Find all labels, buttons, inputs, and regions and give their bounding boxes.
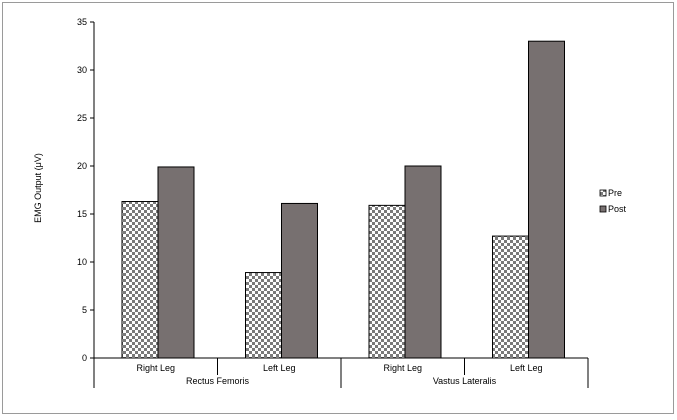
x-axis-labels: Right Leg Left Leg Right Leg Left Leg Rectus…: [136, 363, 542, 386]
bar-pre-2: [368, 204, 406, 359]
bars: [121, 40, 565, 359]
x-category-label: Right Leg: [383, 363, 422, 373]
legend-label-pre: Pre: [608, 188, 622, 198]
legend-swatch-post: [599, 205, 607, 213]
y-axis-label: EMG Output (μV): [33, 153, 43, 223]
y-tick-label: 25: [77, 113, 87, 123]
legend-label-post: Post: [608, 204, 627, 214]
bar-pre-0: [121, 201, 159, 359]
x-group-label: Vastus Lateralis: [433, 376, 497, 386]
y-tick-label: 0: [82, 353, 87, 363]
legend: Pre Post: [599, 188, 627, 214]
bar-post-3: [528, 40, 565, 359]
y-tick-label: 30: [77, 65, 87, 75]
chart-frame: 0 5 10 15 20 25 30 35 Right Leg Left Leg Right Le…: [2, 2, 674, 414]
y-tick-label: 15: [77, 209, 87, 219]
y-tick-label: 10: [77, 257, 87, 267]
y-tick-label: 35: [77, 17, 87, 27]
x-category-label: Right Leg: [136, 363, 175, 373]
bar-pre-1: [245, 272, 282, 359]
x-group-label: Rectus Femoris: [186, 376, 250, 386]
y-tick-label: 5: [82, 305, 87, 315]
bar-post-1: [281, 202, 318, 359]
y-tick-label: 20: [77, 161, 87, 171]
bar-pre-3: [492, 235, 529, 359]
x-category-label: Left Leg: [263, 363, 296, 373]
bar-post-0: [157, 166, 195, 359]
bar-post-2: [404, 165, 442, 359]
legend-swatch-pre: [599, 189, 607, 197]
x-category-label: Left Leg: [510, 363, 543, 373]
